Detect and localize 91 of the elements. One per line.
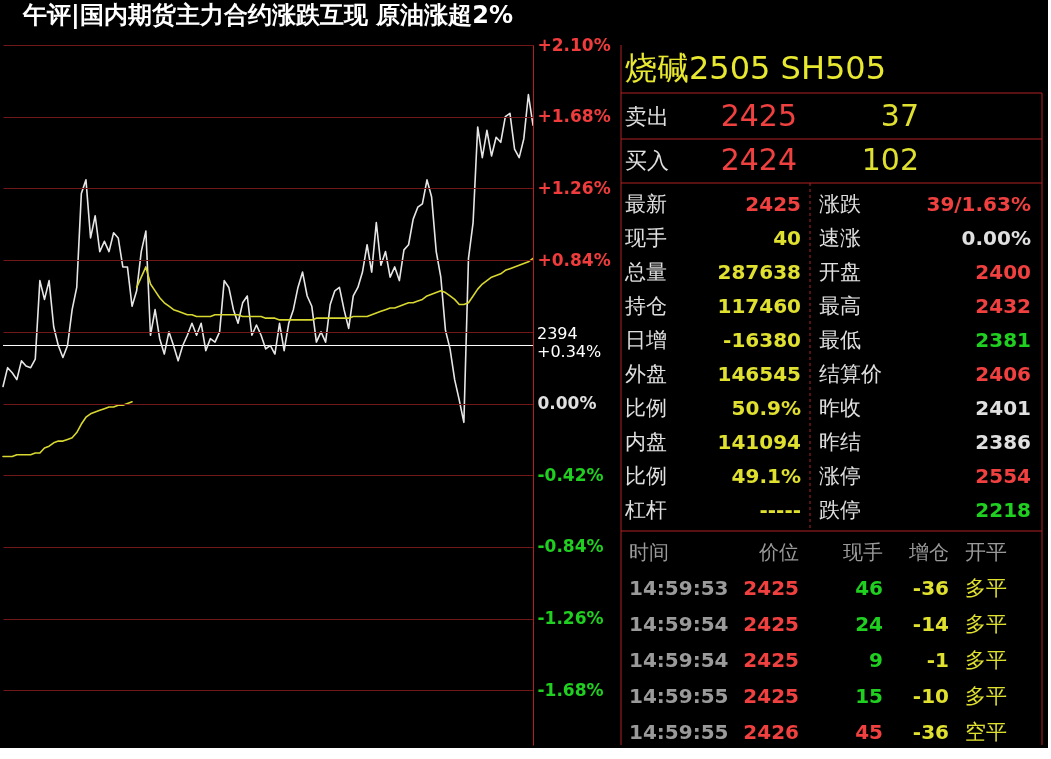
text: 45 [855, 720, 883, 744]
text: 14:59:55 [629, 684, 729, 708]
y-tick-label: +1.68% [537, 106, 611, 127]
chart-title: 午评|国内期货主力合约涨跌互现 原油涨超2% [22, 1, 513, 29]
text: 2425 [720, 98, 797, 133]
text: 涨停 [819, 464, 861, 488]
text: 2425 [743, 648, 799, 672]
text: 杠杆 [624, 498, 667, 522]
text: 总量 [624, 260, 667, 284]
line-series [2, 401, 133, 458]
ref-line-label: 2394 +0.34% [537, 324, 602, 362]
text: 117460 [717, 294, 801, 318]
text: 昨结 [819, 430, 861, 454]
text: -10 [912, 684, 949, 708]
text: 空平 [965, 720, 1007, 744]
text: -36 [912, 720, 949, 744]
text: -14 [912, 612, 949, 636]
text: 买入 [625, 148, 669, 173]
y-tick-label: -0.42% [537, 464, 604, 485]
text: 46 [855, 576, 883, 600]
text: 2386 [975, 430, 1031, 454]
text: 9 [869, 648, 883, 672]
text: -16380 [723, 328, 801, 352]
text: 多平 [965, 648, 1007, 672]
text: 14:59:54 [629, 648, 729, 672]
y-tick-label: -0.84% [537, 536, 604, 557]
text: ----- [759, 498, 801, 522]
y-tick-label: +2.10% [537, 34, 611, 55]
text: 14:59:54 [629, 612, 729, 636]
text: 时间 [629, 540, 669, 564]
text: 烧碱2505 SH505 [625, 49, 887, 87]
text: 日增 [625, 328, 667, 352]
text: 146545 [717, 362, 801, 386]
text: 2406 [975, 362, 1031, 386]
text: 最新 [625, 192, 667, 216]
text: 2425 [743, 612, 799, 636]
text: 37 [880, 98, 919, 133]
text: 跌停 [819, 498, 861, 522]
y-tick-label: -1.68% [537, 679, 604, 700]
text: -36 [912, 576, 949, 600]
text: 2381 [975, 328, 1031, 352]
text: 2426 [743, 720, 799, 744]
y-tick-label: 0.00% [537, 393, 597, 414]
text: 增仓 [908, 540, 949, 564]
text: 持仓 [625, 294, 667, 318]
text: 开盘 [819, 260, 861, 284]
text: 多平 [965, 612, 1007, 636]
line-series [135, 257, 534, 321]
text: 0.00% [961, 226, 1031, 250]
text: 速涨 [819, 226, 861, 250]
text: 现手 [625, 226, 667, 250]
y-tick-label: -1.26% [537, 608, 604, 629]
text: 2424 [720, 142, 797, 177]
text: 40 [773, 226, 801, 250]
text: 287638 [717, 260, 801, 284]
text: -1 [926, 648, 949, 672]
text: 昨收 [819, 396, 861, 420]
y-tick-label: +1.26% [537, 177, 611, 198]
text: 2425 [743, 684, 799, 708]
text: 多平 [965, 576, 1007, 600]
text: 2432 [975, 294, 1031, 318]
text: 2218 [975, 498, 1031, 522]
y-tick-label: +0.84% [537, 249, 611, 270]
text: 外盘 [625, 362, 667, 386]
text: 结算价 [819, 362, 882, 386]
text: 比例 [625, 464, 667, 488]
text: 2554 [975, 464, 1031, 488]
text: 比例 [625, 396, 667, 420]
text: 最高 [819, 294, 861, 318]
text: 2425 [745, 192, 801, 216]
text: 50.9% [731, 396, 801, 420]
text: 现手 [843, 540, 883, 564]
text: 最低 [819, 328, 861, 352]
text: 2401 [975, 396, 1031, 420]
text: 价位 [758, 540, 799, 564]
text: 49.1% [731, 464, 801, 488]
text: 14:59:53 [629, 576, 729, 600]
text: 2425 [743, 576, 799, 600]
text: 14:59:55 [629, 720, 729, 744]
text: 102 [861, 142, 919, 177]
text: 涨跌 [819, 192, 861, 216]
text: 卖出 [625, 104, 669, 129]
text: 15 [855, 684, 883, 708]
text: 24 [855, 612, 883, 636]
text: 多平 [965, 684, 1007, 708]
line-series [2, 93, 534, 424]
text: 39/1.63% [926, 192, 1031, 216]
text: 开平 [965, 540, 1007, 564]
text: 内盘 [625, 430, 667, 454]
text: 2400 [975, 260, 1031, 284]
text: 141094 [717, 430, 801, 454]
